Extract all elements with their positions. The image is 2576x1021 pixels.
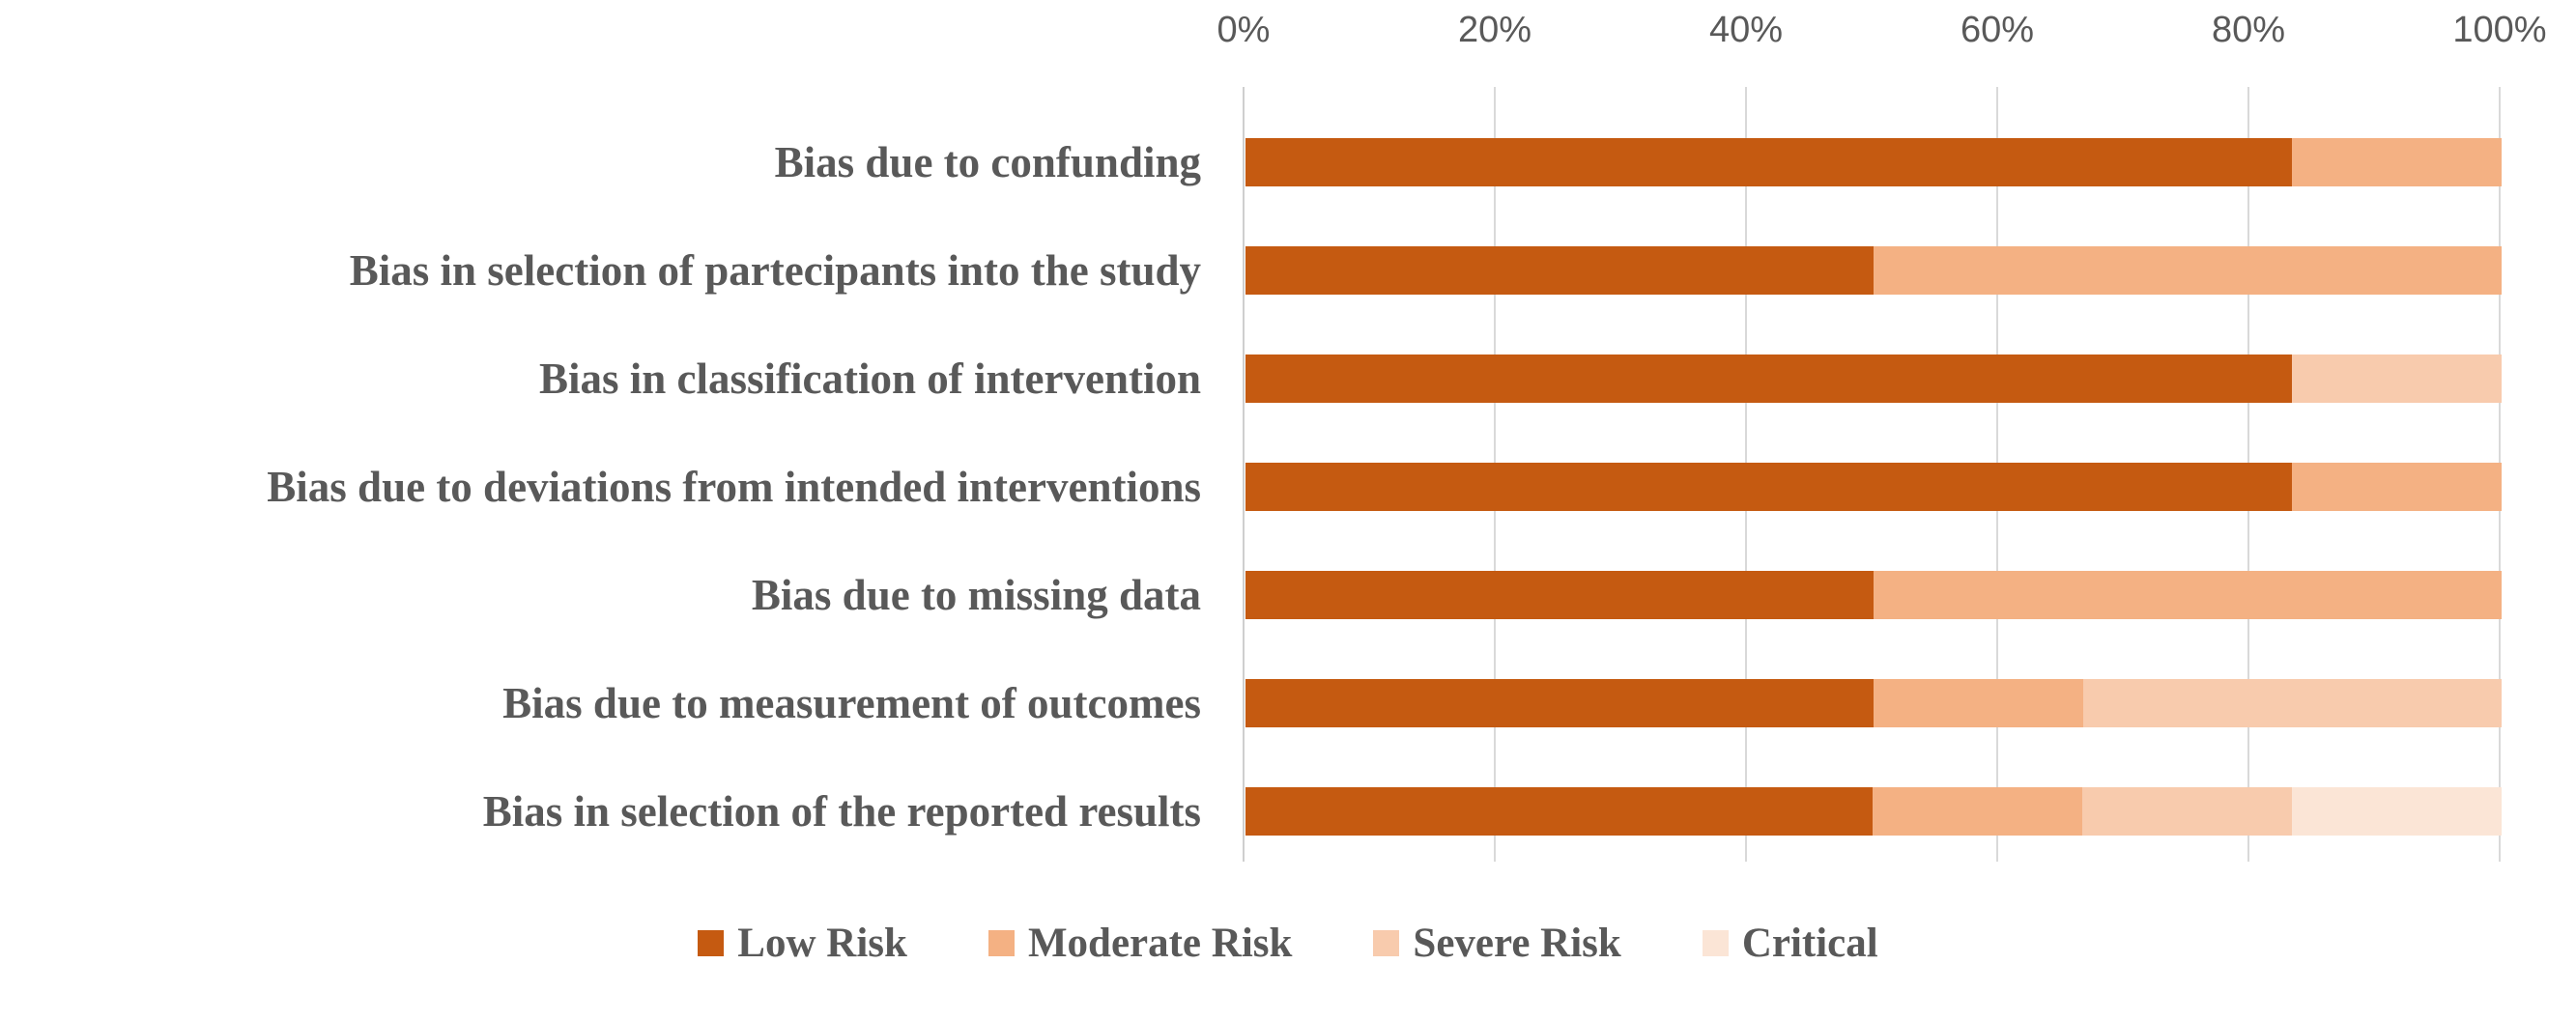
x-tick-label: 60% bbox=[1960, 10, 2035, 50]
category-label: Bias due to measurement of outcomes bbox=[502, 679, 1201, 727]
bar-segment-low-risk bbox=[1245, 246, 1874, 295]
bar-segment-low-risk bbox=[1245, 463, 2292, 511]
stacked-bar bbox=[1245, 463, 2502, 511]
bar-segment-moderate-risk bbox=[1873, 787, 2083, 836]
legend-label: Moderate Risk bbox=[1027, 921, 1293, 966]
stacked-bar bbox=[1245, 571, 2502, 619]
category-label: Bias due to confunding bbox=[774, 138, 1201, 186]
bar-segment-severe-risk bbox=[2083, 679, 2502, 727]
stacked-bar bbox=[1245, 246, 2502, 295]
category-label: Bias in selection of partecipants into t… bbox=[349, 246, 1201, 295]
category-label: Bias in selection of the reported result… bbox=[482, 787, 1201, 836]
legend-label: Severe Risk bbox=[1413, 921, 1621, 966]
bar-segment-low-risk bbox=[1245, 679, 1874, 727]
x-tick-label: 20% bbox=[1457, 10, 1532, 50]
legend-swatch-icon bbox=[1702, 930, 1729, 956]
legend-item-moderate-risk: Moderate Risk bbox=[987, 920, 1293, 967]
bar-segment-low-risk bbox=[1245, 787, 1874, 836]
stacked-bar bbox=[1245, 138, 2502, 186]
bar-segment-critical bbox=[2292, 787, 2502, 836]
y-axis-line bbox=[1243, 87, 1245, 862]
legend-item-critical: Critical bbox=[1702, 920, 1878, 967]
bar-segment-low-risk bbox=[1245, 355, 2292, 403]
legend-label: Low Risk bbox=[737, 921, 907, 966]
legend-label: Critical bbox=[1741, 921, 1878, 966]
bar-segment-moderate-risk bbox=[2291, 138, 2502, 186]
x-tick-label: 80% bbox=[2211, 10, 2286, 50]
category-label: Bias due to deviations from intended int… bbox=[267, 463, 1201, 511]
stacked-bar bbox=[1245, 679, 2502, 727]
legend-swatch-icon bbox=[987, 930, 1015, 956]
bar-segment-moderate-risk bbox=[2291, 463, 2502, 511]
x-tick-label: 100% bbox=[2452, 10, 2547, 50]
category-label: Bias in classification of intervention bbox=[539, 355, 1201, 403]
legend-item-severe-risk: Severe Risk bbox=[1373, 920, 1621, 967]
bar-segment-severe-risk bbox=[2291, 355, 2502, 403]
legend-swatch-icon bbox=[698, 930, 725, 956]
x-tick-label: 0% bbox=[1216, 10, 1271, 50]
bar-segment-moderate-risk bbox=[1874, 679, 2084, 727]
legend-item-low-risk: Low Risk bbox=[698, 920, 907, 967]
category-label: Bias due to missing data bbox=[751, 571, 1201, 619]
stacked-bar bbox=[1245, 787, 2502, 836]
bar-segment-low-risk bbox=[1245, 571, 1874, 619]
plot-area bbox=[1243, 87, 2502, 862]
bar-segment-low-risk bbox=[1245, 138, 2292, 186]
legend: Low Risk Moderate Risk Severe Risk Critical bbox=[0, 920, 2576, 967]
x-tick-label: 40% bbox=[1708, 10, 1784, 50]
bar-segment-moderate-risk bbox=[1874, 246, 2502, 295]
bar-segment-severe-risk bbox=[2082, 787, 2293, 836]
bar-segment-moderate-risk bbox=[1874, 571, 2502, 619]
legend-swatch-icon bbox=[1373, 930, 1400, 956]
stacked-bar bbox=[1245, 355, 2502, 403]
